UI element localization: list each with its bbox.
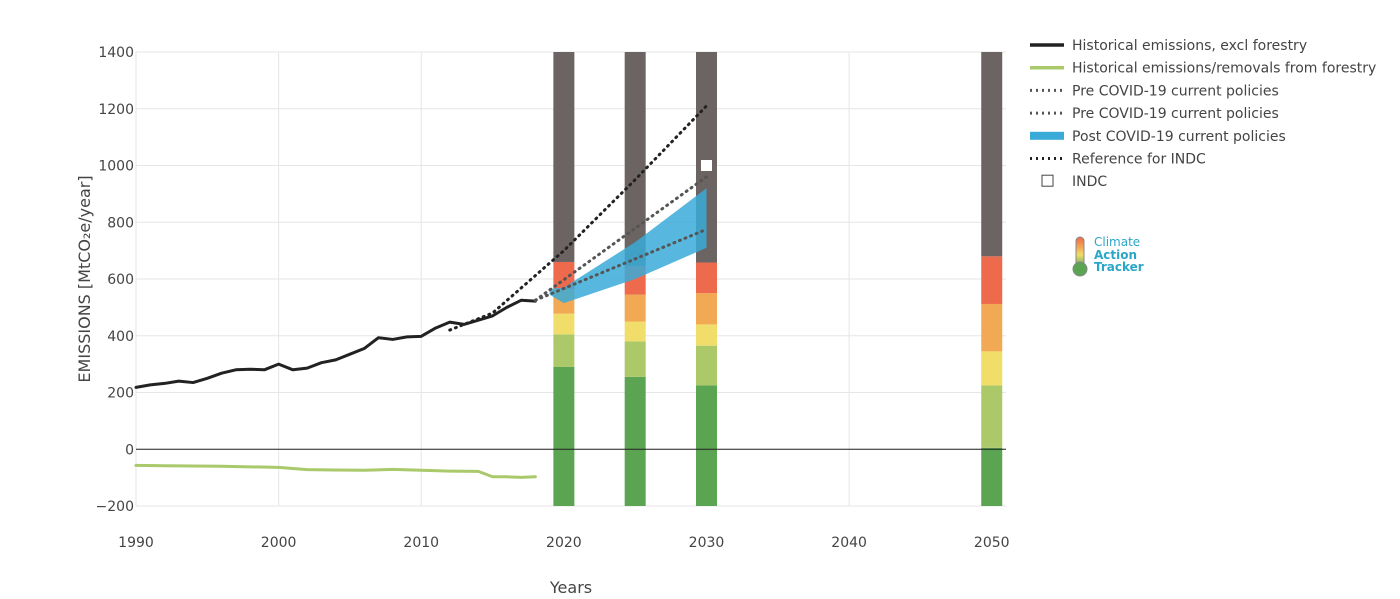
y-tick-label: 1200 (98, 102, 134, 118)
historical-emissions-excl-forestry-line (134, 298, 537, 389)
legend: Historical emissions, excl forestry Histo… (1030, 38, 1376, 190)
rating-bar-segment (695, 345, 717, 386)
x-tick-label: 2050 (974, 535, 1010, 551)
historical-emissions-removals-from-forestry-line (134, 463, 537, 479)
rating-bar-segment (695, 324, 717, 346)
y-tick-label: 400 (107, 329, 134, 345)
logo-line-1: Climate (1094, 235, 1141, 249)
x-tick-label: 2010 (403, 535, 439, 551)
rating-bar-segment (981, 303, 1003, 352)
x-tick-label: 1990 (118, 535, 154, 551)
rating-bar-segment (624, 341, 646, 377)
rating-bar-segment (553, 52, 575, 262)
y-tick-label: 600 (107, 272, 134, 288)
x-tick-label: 2000 (261, 535, 297, 551)
thermometer-icon (1072, 236, 1088, 277)
rating-bar-segment (695, 385, 717, 506)
x-tick-label: 2020 (546, 535, 582, 551)
x-tick-label: 2040 (831, 535, 867, 551)
rating-bar-segment (981, 385, 1003, 448)
y-tick-label: 1000 (98, 159, 134, 175)
rating-bar-segment (981, 447, 1003, 506)
rating-bar-segment (553, 313, 575, 335)
series-layer (134, 104, 712, 479)
rating-bar-segment (624, 321, 646, 342)
legend-label: Pre COVID-19 current policies (1072, 106, 1279, 122)
x-tick-label: 2030 (689, 535, 725, 551)
legend-label: Reference for INDC (1072, 152, 1206, 168)
y-tick-label: −200 (96, 499, 134, 515)
rating-bar-segment (695, 262, 717, 294)
y-tick-label: 1400 (98, 45, 134, 61)
logo-line-2: Action (1094, 247, 1138, 262)
pre-covid-19-current-policies-line (533, 175, 708, 302)
legend-label: Historical emissions/removals from fores… (1072, 61, 1376, 77)
indc-marker (700, 160, 712, 171)
logo-line-3: Tracker (1094, 260, 1144, 274)
rating-bar-segment (553, 366, 575, 506)
legend-swatch-square (1041, 174, 1054, 187)
rating-bar-segment (981, 52, 1003, 257)
y-tick-label: 200 (107, 386, 134, 402)
legend-label: Post COVID-19 current policies (1072, 129, 1286, 145)
legend-label: Pre COVID-19 current policies (1072, 83, 1279, 99)
climate-action-tracker-logo: Climate Action Tracker (1068, 234, 1158, 280)
reference-for-indc-line (448, 104, 708, 332)
rating-bar-segment (981, 256, 1003, 304)
post-covid-band (549, 188, 707, 304)
logo-text: Climate Action Tracker (1094, 236, 1144, 274)
rating-bar-segment (695, 293, 717, 325)
legend-label: Historical emissions, excl forestry (1072, 38, 1307, 54)
rating-bar-segment (624, 376, 646, 506)
rating-bar-segment (981, 351, 1003, 386)
legend-label: INDC (1072, 174, 1107, 190)
rating-bar-segment (624, 294, 646, 322)
rating-bars (553, 52, 1003, 506)
y-axis-title: EMISSIONS [MtCO₂e/year] (75, 175, 94, 382)
y-tick-label: 800 (107, 215, 134, 231)
rating-bar-segment (553, 334, 575, 367)
legend-swatch-band (1030, 131, 1064, 140)
pre-covid-19-current-policies-line (533, 227, 708, 302)
rating-bar-segment (624, 52, 646, 267)
x-axis-title: Years (549, 578, 592, 597)
y-tick-label: 0 (125, 442, 134, 458)
